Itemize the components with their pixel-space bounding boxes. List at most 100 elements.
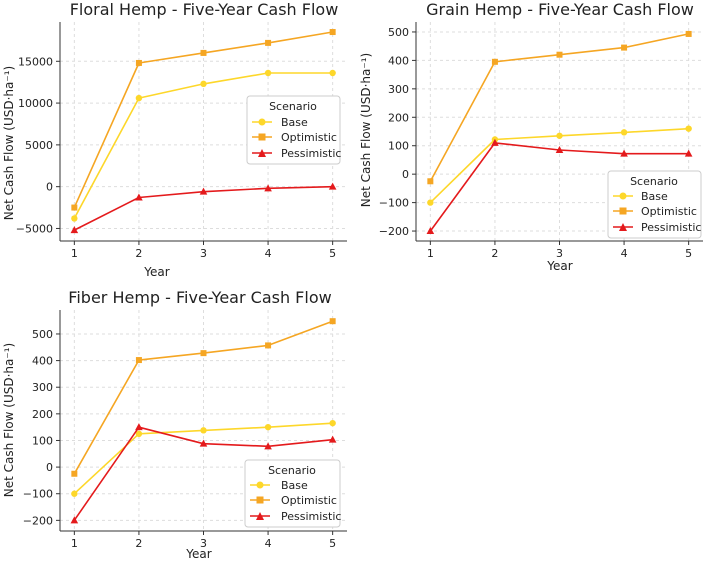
data-point-pessimistic bbox=[264, 184, 272, 192]
data-point-base bbox=[556, 132, 563, 139]
circle-marker-icon bbox=[619, 192, 627, 200]
data-point-pessimistic bbox=[199, 187, 208, 195]
data-point-base bbox=[135, 94, 143, 102]
legend-box bbox=[244, 459, 341, 528]
x-tick-label: 2 bbox=[135, 247, 142, 260]
legend-label-optimistic: Optimistic bbox=[641, 205, 697, 218]
y-tick-label: 10000 bbox=[18, 97, 53, 110]
y-axis-label: Net Cash Flow (USD·ha⁻¹) bbox=[359, 53, 373, 207]
x-tick-label: 5 bbox=[329, 537, 336, 550]
data-point-optimistic bbox=[621, 44, 628, 51]
data-point-pessimistic bbox=[135, 193, 143, 201]
legend-label-pessimistic: Pessimistic bbox=[281, 510, 341, 523]
data-point-base bbox=[329, 69, 336, 77]
legend-item-base: Base bbox=[613, 190, 668, 203]
data-point-pessimistic bbox=[491, 138, 499, 146]
triangle-marker-icon bbox=[256, 512, 264, 520]
y-tick-label: −100 bbox=[379, 197, 409, 210]
legend: Scenario Base Optimistic Pessimistic bbox=[244, 459, 341, 528]
data-point-pessimistic bbox=[555, 145, 564, 153]
data-point-optimistic bbox=[71, 470, 78, 477]
legend-title: Scenario bbox=[268, 464, 316, 477]
legend-box bbox=[246, 95, 341, 165]
x-tick-label: 4 bbox=[265, 247, 272, 260]
legend-label-optimistic: Optimistic bbox=[281, 494, 337, 507]
y-tick-label: 100 bbox=[32, 434, 53, 447]
y-tick-label: 400 bbox=[388, 54, 409, 67]
y-tick-label: 400 bbox=[32, 355, 53, 368]
legend-item-base: Base bbox=[250, 479, 308, 492]
data-point-optimistic bbox=[265, 39, 272, 46]
data-point-pessimistic bbox=[70, 516, 79, 524]
x-axis-label: Year bbox=[143, 265, 169, 279]
y-tick-label: 0 bbox=[402, 168, 409, 181]
legend-label-base: Base bbox=[641, 190, 668, 203]
data-point-optimistic bbox=[71, 204, 78, 211]
square-marker-icon bbox=[619, 207, 627, 215]
legend-label-base: Base bbox=[281, 116, 308, 129]
legend-title: Scenario bbox=[630, 175, 678, 188]
axes: −5000 0 5000 10000 15000 1 2 3 4 5 bbox=[16, 22, 347, 260]
data-point-optimistic bbox=[265, 342, 272, 349]
y-tick-label: 500 bbox=[32, 328, 53, 341]
data-point-base bbox=[329, 419, 336, 427]
square-marker-icon bbox=[258, 133, 266, 141]
data-point-pessimistic bbox=[620, 149, 628, 157]
x-tick-label: 1 bbox=[427, 247, 434, 260]
data-point-base bbox=[135, 430, 143, 438]
y-tick-label: 0 bbox=[46, 181, 53, 194]
data-point-pessimistic bbox=[684, 149, 693, 157]
data-point-optimistic bbox=[135, 357, 142, 364]
legend-item-optimistic: Optimistic bbox=[613, 205, 697, 218]
legend-item-pessimistic: Pessimistic bbox=[252, 147, 341, 160]
data-point-base bbox=[264, 69, 272, 77]
legend-item-pessimistic: Pessimistic bbox=[613, 221, 701, 234]
y-tick-label: 300 bbox=[32, 381, 53, 394]
legend-box bbox=[607, 170, 702, 239]
legend-label-pessimistic: Pessimistic bbox=[641, 221, 701, 234]
y-tick-label: −200 bbox=[379, 225, 409, 238]
legend-item-pessimistic: Pessimistic bbox=[250, 510, 341, 523]
x-tick-label: 5 bbox=[329, 247, 336, 260]
data-point-optimistic bbox=[329, 318, 336, 325]
y-tick-label: 300 bbox=[388, 83, 409, 96]
legend-item-optimistic: Optimistic bbox=[250, 494, 337, 507]
x-tick-label: 3 bbox=[200, 537, 207, 550]
y-tick-label: 0 bbox=[46, 461, 53, 474]
data-point-pessimistic bbox=[426, 227, 435, 235]
chart-title: Grain Hemp - Five-Year Cash Flow bbox=[426, 0, 694, 19]
legend-item-optimistic: Optimistic bbox=[252, 131, 337, 144]
data-point-pessimistic bbox=[328, 182, 337, 190]
series-group bbox=[70, 318, 337, 524]
legend-label-pessimistic: Pessimistic bbox=[281, 147, 341, 160]
data-point-base bbox=[685, 125, 692, 132]
data-point-optimistic bbox=[200, 350, 207, 357]
y-tick-label: 200 bbox=[388, 111, 409, 124]
legend-label-base: Base bbox=[281, 479, 308, 492]
circle-marker-icon bbox=[258, 118, 266, 126]
x-axis-label: Year bbox=[546, 259, 572, 273]
x-tick-label: 3 bbox=[556, 247, 563, 260]
y-axis-label: Net Cash Flow (USD·ha⁻¹) bbox=[2, 66, 16, 220]
y-axis-label: Net Cash Flow (USD·ha⁻¹) bbox=[2, 343, 16, 497]
x-tick-label: 5 bbox=[685, 247, 692, 260]
y-tick-label: 15000 bbox=[18, 55, 53, 68]
y-tick-label: 200 bbox=[32, 408, 53, 421]
data-point-optimistic bbox=[329, 29, 336, 36]
axes: −200 −100 0 100 200 300 400 500 1 2 3 4 5 bbox=[23, 310, 347, 550]
x-tick-label: 3 bbox=[200, 247, 207, 260]
x-tick-label: 4 bbox=[265, 537, 272, 550]
legend-title: Scenario bbox=[269, 100, 317, 113]
data-point-pessimistic bbox=[135, 423, 143, 431]
chart-title: Floral Hemp - Five-Year Cash Flow bbox=[70, 0, 339, 19]
data-point-base bbox=[200, 80, 207, 88]
data-point-base bbox=[427, 199, 434, 206]
square-marker-icon bbox=[256, 496, 264, 504]
legend: Scenario Base Optimistic Pessimistic bbox=[607, 170, 702, 239]
axes: −200 −100 0 100 200 300 400 500 1 2 3 4 5 bbox=[379, 22, 703, 260]
legend-item-base: Base bbox=[252, 116, 308, 129]
y-tick-label: −200 bbox=[23, 514, 53, 527]
data-point-base bbox=[71, 215, 78, 222]
